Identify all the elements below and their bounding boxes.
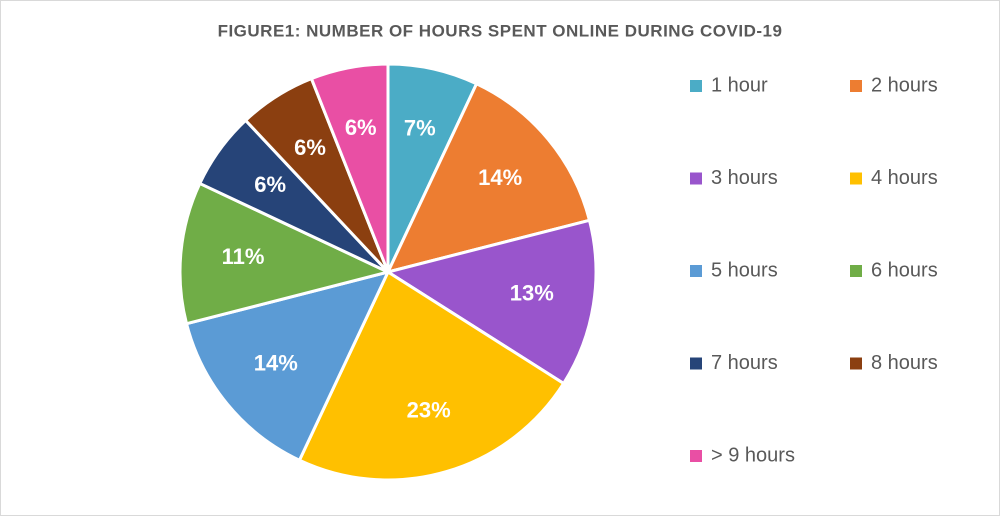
legend-swatch <box>690 450 702 462</box>
legend-swatch <box>850 265 862 277</box>
data-label: 11% <box>222 244 265 269</box>
legend-swatch <box>850 357 862 370</box>
legend-label: 2 hours <box>871 74 938 96</box>
legend-label: 6 hours <box>871 259 938 281</box>
legend-label: 8 hours <box>871 352 938 374</box>
pie-slice <box>184 269 391 463</box>
legend-swatch <box>850 80 862 92</box>
legend-label: 3 hours <box>711 167 778 189</box>
legend-swatch <box>690 357 702 370</box>
pie-slice <box>297 269 566 482</box>
legend-label: > 9 hours <box>711 444 795 466</box>
pie-slice <box>384 218 598 386</box>
data-label: 6% <box>294 135 326 160</box>
data-label: 14% <box>478 165 522 190</box>
legend-label: 5 hours <box>711 259 778 281</box>
pie-slice <box>385 81 592 275</box>
legend-swatch <box>690 80 702 92</box>
chart-title: FIGURE1: NUMBER OF HOURS SPENT ONLINE DU… <box>218 21 783 40</box>
legend-swatch <box>690 265 702 277</box>
legend-label: 1 hour <box>711 74 768 96</box>
data-label: 6% <box>254 172 286 197</box>
data-label: 7% <box>404 116 436 141</box>
pie-slice <box>178 181 393 326</box>
data-label: 23% <box>407 398 451 423</box>
legend-swatch <box>850 172 862 185</box>
legend-label: 7 hours <box>711 352 778 374</box>
data-label: 6% <box>345 115 377 140</box>
legend-swatch <box>690 172 702 185</box>
pie-slice <box>309 62 390 273</box>
data-label: 13% <box>510 281 554 306</box>
legend-label: 4 hours <box>871 167 938 189</box>
data-label: 14% <box>254 351 298 376</box>
